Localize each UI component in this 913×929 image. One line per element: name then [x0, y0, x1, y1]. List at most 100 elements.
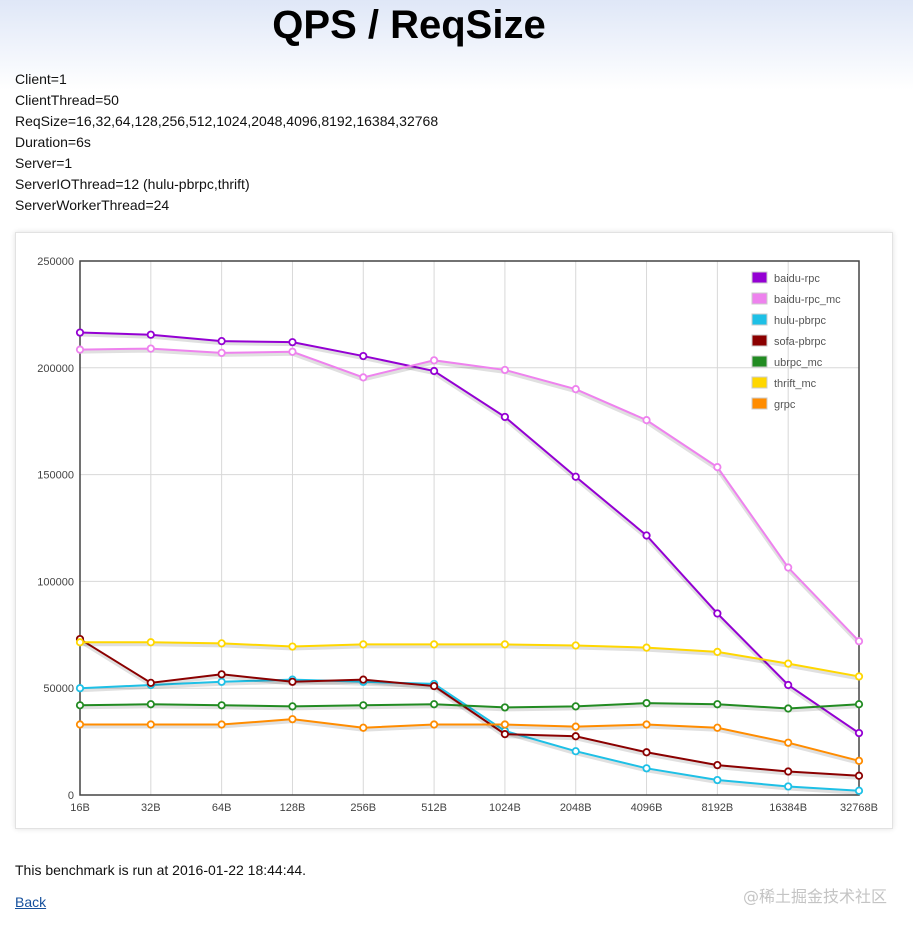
data-point-grpc [359, 723, 368, 732]
data-point-thrift_mc [288, 642, 297, 651]
series-shadow [79, 348, 861, 645]
data-point-ubrpc_mc [288, 702, 297, 711]
legend-label: baidu-rpc [774, 273, 820, 285]
x-tick-label: 512B [421, 802, 447, 814]
data-point-grpc [571, 722, 580, 731]
legend-label: ubrpc_mc [774, 357, 823, 369]
data-point-sofa-pbrpc [146, 678, 155, 687]
y-tick-label: 50000 [43, 683, 74, 695]
data-point-baidu-rpc [571, 472, 580, 481]
data-point-grpc [288, 715, 297, 724]
series-shadow [79, 703, 860, 713]
legend-swatch [751, 355, 768, 368]
legend-swatch [751, 292, 768, 305]
y-tick-label: 200000 [37, 363, 74, 375]
data-point-grpc [146, 720, 155, 729]
y-tick-label: 150000 [37, 470, 74, 482]
data-point-ubrpc_mc [429, 700, 439, 709]
data-point-thrift_mc [642, 643, 651, 652]
data-point-baidu-rpc_mc [713, 463, 722, 472]
legend-label: thrift_mc [774, 378, 817, 390]
data-point-grpc [784, 738, 793, 747]
series-line-ubrpc_mc [79, 702, 860, 710]
legend-swatch [751, 376, 768, 389]
series-line-thrift_mc [80, 641, 860, 678]
data-point-sofa-pbrpc [854, 771, 864, 780]
data-point-baidu-rpc [784, 680, 793, 690]
param-line: Duration=6s [15, 134, 91, 150]
data-point-grpc [854, 756, 864, 765]
x-tick-label: 64B [212, 802, 232, 814]
data-point-baidu-rpc [217, 337, 226, 346]
data-point-hulu-pbrpc [75, 684, 85, 693]
data-point-thrift_mc [571, 641, 580, 650]
data-point-baidu-rpc [359, 351, 368, 361]
x-tick-label: 16B [70, 802, 90, 814]
data-point-hulu-pbrpc [854, 786, 864, 795]
legend-swatch [751, 334, 768, 347]
series-line-grpc [80, 718, 860, 762]
series-shadow [79, 332, 861, 737]
data-point-thrift_mc [75, 638, 85, 647]
benchmark-params: Client=1 ClientThread=50 ReqSize=16,32,6… [15, 69, 438, 216]
data-point-sofa-pbrpc [359, 675, 368, 684]
data-point-sofa-pbrpc [500, 730, 510, 739]
data-point-baidu-rpc [713, 609, 722, 618]
series-shadow [79, 679, 860, 795]
legend-swatch [751, 271, 768, 284]
data-point-baidu-rpc_mc [500, 365, 510, 375]
data-point-sofa-pbrpc [642, 748, 651, 757]
data-point-grpc [642, 720, 651, 729]
series-shadow [80, 642, 860, 681]
data-point-ubrpc_mc [146, 700, 155, 709]
data-point-thrift_mc [500, 640, 510, 649]
chart-legend: baidu-rpc baidu-rpc_mc hulu-pbrpc sofa-pbrp… [751, 271, 841, 411]
data-point-baidu-rpc_mc [217, 348, 226, 357]
legend-label: hulu-pbrpc [774, 315, 826, 327]
data-point-baidu-rpc_mc [146, 344, 155, 353]
x-tick-label: 32B [141, 802, 161, 814]
back-link[interactable]: Back [15, 894, 47, 910]
data-point-baidu-rpc [146, 330, 155, 339]
data-point-thrift_mc [217, 639, 226, 648]
series-line-baidu-rpc_mc [79, 347, 860, 642]
data-point-sofa-pbrpc [217, 670, 226, 679]
data-point-ubrpc_mc [571, 702, 580, 711]
param-line: ReqSize=16,32,64,128,256,512,1024,2048,4… [15, 113, 439, 129]
data-point-sofa-pbrpc [784, 767, 793, 776]
data-point-grpc [75, 720, 85, 729]
data-point-sofa-pbrpc [429, 681, 439, 691]
data-point-hulu-pbrpc [784, 782, 793, 791]
data-point-baidu-rpc_mc [288, 347, 297, 356]
data-point-baidu-rpc_mc [784, 563, 793, 572]
data-point-hulu-pbrpc [217, 677, 226, 686]
data-point-sofa-pbrpc [571, 732, 580, 741]
data-point-baidu-rpc_mc [642, 416, 651, 425]
series-shadow [78, 639, 860, 780]
data-point-ubrpc_mc [359, 701, 368, 710]
page-title: QPS / ReqSize [272, 3, 546, 47]
data-point-thrift_mc [854, 672, 864, 681]
data-point-ubrpc_mc [75, 701, 85, 710]
data-point-hulu-pbrpc [642, 764, 651, 773]
benchmark-timestamp-note: This benchmark is run at 2016-01-22 18:4… [15, 862, 307, 878]
series-line-hulu-pbrpc [79, 678, 860, 792]
data-point-ubrpc_mc [713, 700, 722, 709]
data-point-grpc [429, 720, 439, 729]
data-point-hulu-pbrpc [571, 747, 580, 756]
series-line-sofa-pbrpc [79, 638, 860, 777]
y-tick-label: 250000 [37, 256, 74, 268]
x-tick-label: 1024B [489, 802, 521, 814]
data-point-baidu-rpc_mc [571, 385, 580, 394]
data-point-baidu-rpc_mc [854, 637, 864, 646]
data-point-ubrpc_mc [642, 699, 651, 708]
x-tick-label: 32768B [840, 802, 878, 814]
data-point-baidu-rpc [75, 328, 85, 337]
param-line: Client=1 [15, 71, 67, 87]
data-point-baidu-rpc [288, 338, 297, 347]
x-tick-label: 8192B [701, 802, 733, 814]
param-line: ClientThread=50 [15, 92, 119, 108]
data-point-baidu-rpc [854, 728, 864, 738]
data-point-grpc [500, 720, 510, 729]
plot-frame [79, 260, 860, 796]
